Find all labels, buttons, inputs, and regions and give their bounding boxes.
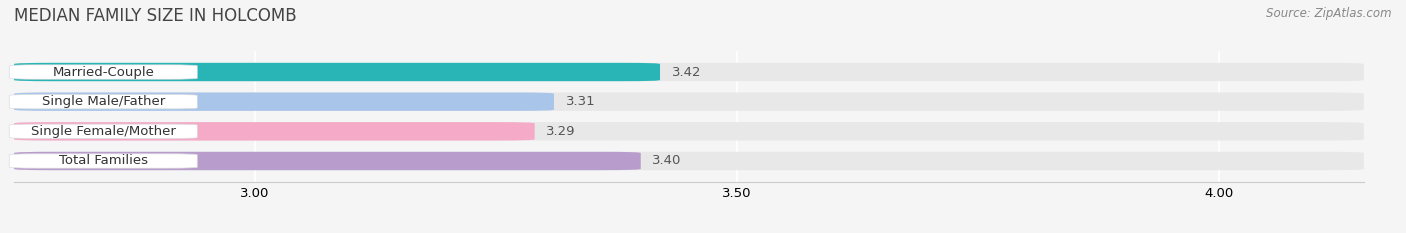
FancyBboxPatch shape (14, 152, 641, 170)
FancyBboxPatch shape (10, 65, 197, 79)
FancyBboxPatch shape (14, 122, 534, 140)
Text: 3.42: 3.42 (672, 65, 702, 79)
Text: 3.29: 3.29 (547, 125, 575, 138)
Text: 3.31: 3.31 (565, 95, 595, 108)
Text: 3.40: 3.40 (652, 154, 682, 168)
Text: Source: ZipAtlas.com: Source: ZipAtlas.com (1267, 7, 1392, 20)
FancyBboxPatch shape (14, 122, 1364, 140)
FancyBboxPatch shape (14, 93, 554, 111)
Text: Married-Couple: Married-Couple (52, 65, 155, 79)
FancyBboxPatch shape (10, 95, 197, 109)
Text: MEDIAN FAMILY SIZE IN HOLCOMB: MEDIAN FAMILY SIZE IN HOLCOMB (14, 7, 297, 25)
FancyBboxPatch shape (10, 154, 197, 168)
Text: Single Female/Mother: Single Female/Mother (31, 125, 176, 138)
Text: Single Male/Father: Single Male/Father (42, 95, 165, 108)
FancyBboxPatch shape (14, 63, 659, 81)
FancyBboxPatch shape (14, 93, 1364, 111)
FancyBboxPatch shape (14, 63, 1364, 81)
Text: Total Families: Total Families (59, 154, 148, 168)
FancyBboxPatch shape (14, 152, 1364, 170)
FancyBboxPatch shape (10, 124, 197, 138)
